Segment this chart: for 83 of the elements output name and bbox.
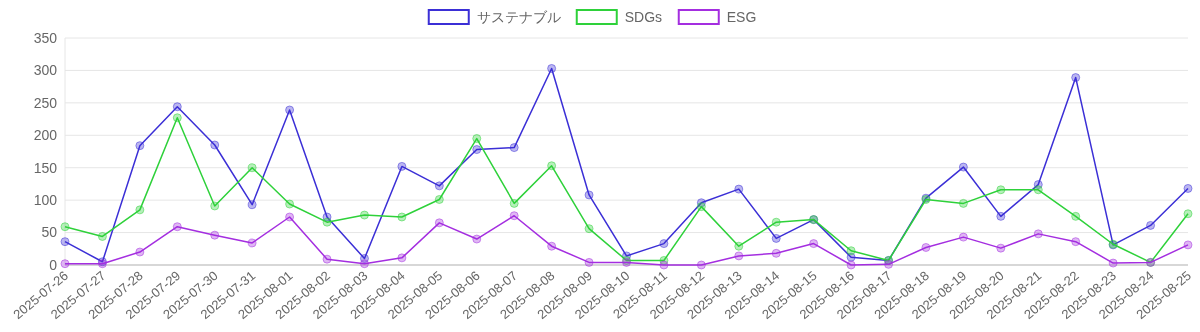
point bbox=[210, 201, 220, 211]
point bbox=[696, 260, 706, 270]
point bbox=[472, 234, 482, 244]
point bbox=[359, 259, 369, 269]
point bbox=[996, 211, 1006, 221]
y-tick-label: 50 bbox=[41, 224, 58, 241]
point bbox=[397, 253, 407, 263]
point bbox=[696, 202, 706, 212]
y-tick-label: 100 bbox=[33, 192, 58, 209]
point bbox=[809, 239, 819, 249]
point bbox=[434, 218, 444, 228]
point bbox=[285, 199, 295, 209]
point bbox=[547, 241, 557, 251]
point bbox=[172, 113, 182, 123]
point bbox=[996, 243, 1006, 253]
point bbox=[547, 161, 557, 171]
y-tick-label: 200 bbox=[33, 127, 58, 144]
point bbox=[846, 260, 856, 270]
point bbox=[1146, 220, 1156, 230]
legend-label: SDGs bbox=[624, 8, 663, 25]
point bbox=[397, 212, 407, 222]
y-tick-label: 150 bbox=[33, 159, 58, 176]
point bbox=[135, 247, 145, 257]
point bbox=[509, 211, 519, 221]
y-tick-label: 350 bbox=[33, 29, 58, 46]
y-tick-label: 250 bbox=[33, 94, 58, 111]
point bbox=[322, 254, 332, 264]
point bbox=[247, 200, 257, 210]
point bbox=[247, 163, 257, 173]
point bbox=[846, 246, 856, 256]
legend-label: サステナブル bbox=[476, 8, 561, 25]
point bbox=[97, 231, 107, 241]
point bbox=[60, 237, 70, 247]
point bbox=[734, 251, 744, 261]
point bbox=[1033, 229, 1043, 239]
point bbox=[584, 257, 594, 267]
y-tick-label: 0 bbox=[49, 256, 58, 273]
point bbox=[958, 198, 968, 208]
point bbox=[884, 259, 894, 269]
point bbox=[547, 63, 557, 73]
point bbox=[1071, 237, 1081, 247]
point bbox=[1183, 240, 1193, 250]
point bbox=[135, 205, 145, 215]
point bbox=[1108, 258, 1118, 268]
point bbox=[771, 233, 781, 243]
y-tick-label: 300 bbox=[33, 62, 58, 79]
point bbox=[996, 185, 1006, 195]
point bbox=[322, 217, 332, 227]
point bbox=[472, 145, 482, 155]
point bbox=[285, 105, 295, 115]
point bbox=[60, 222, 70, 232]
point bbox=[659, 260, 669, 270]
point bbox=[472, 134, 482, 144]
point bbox=[1183, 183, 1193, 193]
point bbox=[247, 238, 257, 248]
point bbox=[771, 248, 781, 258]
point bbox=[210, 140, 220, 150]
point bbox=[584, 190, 594, 200]
point bbox=[584, 224, 594, 234]
point bbox=[135, 141, 145, 151]
point bbox=[285, 212, 295, 222]
point bbox=[172, 222, 182, 232]
point bbox=[172, 102, 182, 112]
legend-label: ESG bbox=[726, 8, 757, 25]
point bbox=[1071, 73, 1081, 83]
point bbox=[921, 242, 931, 252]
point bbox=[434, 181, 444, 191]
point bbox=[958, 162, 968, 172]
point bbox=[434, 194, 444, 204]
point bbox=[771, 217, 781, 227]
point bbox=[1033, 185, 1043, 195]
point bbox=[734, 241, 744, 251]
point bbox=[397, 161, 407, 171]
point bbox=[659, 239, 669, 249]
point bbox=[509, 143, 519, 153]
point bbox=[359, 210, 369, 220]
point bbox=[958, 232, 968, 242]
point bbox=[1071, 211, 1081, 221]
point bbox=[210, 230, 220, 240]
point bbox=[60, 259, 70, 269]
point bbox=[1183, 209, 1193, 219]
point bbox=[734, 184, 744, 194]
point bbox=[509, 198, 519, 208]
